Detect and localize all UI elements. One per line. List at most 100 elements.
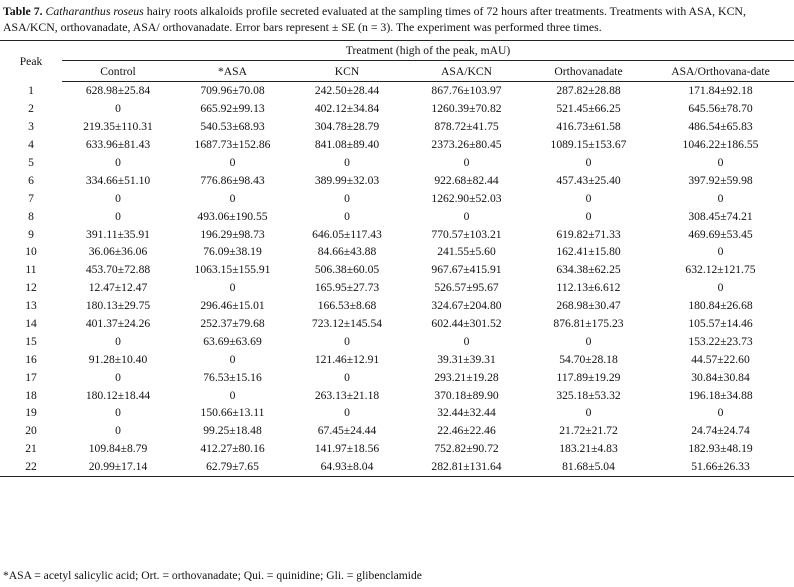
- peak-number: 9: [28, 227, 34, 241]
- table-cell: 0: [229, 388, 236, 402]
- table-cell: 308.45±74.21: [688, 209, 753, 223]
- table-cell: 770.57±103.21: [431, 227, 502, 241]
- table-cell: 296.46±15.01: [200, 299, 265, 313]
- table-cell: 51.66±26.33: [647, 457, 794, 477]
- table-cell: 268.98±30.47: [556, 299, 621, 313]
- table-cell: 180.13±29.75: [85, 299, 151, 313]
- table-cell: 2373.26±80.45: [431, 138, 502, 152]
- table-cell: 521.45±66.25: [556, 102, 621, 116]
- table-footnote: *ASA = acetyl salicylic acid; Ort. = ort…: [3, 569, 422, 582]
- peak-number: 2: [28, 102, 34, 116]
- table-cell: 282.81±131.64: [403, 457, 530, 477]
- table-cell: 263.13±21.18: [314, 388, 380, 402]
- table-cell: 252.37±79.68: [200, 317, 265, 331]
- table-body: 1 628.98±25.84 709.96±70.08 242.50±28.44 867…: [0, 82, 794, 477]
- peak-number: 4: [28, 138, 34, 152]
- table-cell: 20.99±17.14: [62, 457, 174, 477]
- table-cell: 54.70±28.18: [559, 352, 618, 366]
- peak-number: 19: [25, 406, 37, 420]
- table-cell: 182.93±48.19: [688, 442, 753, 456]
- table-cell: 0: [344, 406, 350, 420]
- peak-header: Peak: [0, 40, 62, 82]
- table-cell: 486.54±65.83: [688, 120, 753, 134]
- table-cell: 0: [115, 156, 121, 169]
- caption-label: Table 7.: [3, 4, 43, 18]
- table-row: 11 453.70±72.88 1063.15±155.91 506.38±60.05…: [0, 261, 794, 279]
- table-cell: 166.53±8.68: [317, 299, 377, 313]
- table-cell: 526.57±95.67: [434, 281, 499, 295]
- table-row: 5 0 0 0 0 0 0: [0, 154, 794, 172]
- table-cell: 150.66±13.11: [200, 406, 265, 420]
- table-cell: 12.47±12.47: [88, 281, 148, 295]
- table-cell: 0: [344, 334, 350, 348]
- column-header: Control: [62, 60, 174, 82]
- table-cell: 0: [229, 191, 236, 205]
- peak-number: 15: [25, 334, 37, 348]
- table-cell: 469.69±53.45: [688, 227, 753, 241]
- table-cell: 64.93±8.04: [291, 457, 403, 477]
- table-cell: 645.56±78.70: [688, 102, 753, 116]
- table-cell: 401.37±24.26: [85, 317, 151, 331]
- table-cell: 841.08±89.40: [314, 138, 380, 152]
- peak-number: 3: [28, 120, 34, 134]
- table-cell: 241.55±5.60: [437, 245, 496, 259]
- table-cell: 141.97±18.56: [314, 442, 380, 456]
- table-cell: 30.84±30.84: [691, 370, 750, 384]
- peak-number: 16: [25, 352, 37, 366]
- table-cell: 402.12±34.84: [314, 102, 380, 116]
- table-cell: 36.06±36.06: [88, 245, 148, 259]
- table-cell: 0: [115, 370, 121, 384]
- table-cell: 0: [115, 102, 121, 116]
- header-row-columns: Control *ASA KCN ASA/KCN Orthovanadate A…: [0, 60, 794, 82]
- table-cell: 24.74±24.74: [691, 424, 750, 438]
- table-row: 6 334.66±51.10 776.86±98.43 389.99±32.03 922…: [0, 171, 794, 189]
- table-cell: 76.53±15.16: [203, 370, 262, 384]
- table-cell: 117.89±19.29: [556, 370, 621, 384]
- table-cell: 0: [229, 352, 236, 366]
- table-cell: 776.86±98.43: [200, 173, 265, 187]
- table-cell: 0: [585, 156, 592, 169]
- peak-number: 10: [25, 245, 37, 259]
- table-cell: 876.81±175.23: [553, 317, 624, 331]
- table-row: 3 219.35±110.31 540.53±68.93 304.78±28.79 87…: [0, 118, 794, 136]
- table-cell: 619.82±71.33: [556, 227, 621, 241]
- table-cell: 0: [585, 209, 592, 223]
- table-cell: 121.46±12.91: [314, 352, 380, 366]
- peak-number: 7: [28, 191, 34, 205]
- table-cell: 22.46±22.46: [437, 424, 496, 438]
- peak-number: 6: [28, 173, 34, 187]
- table-row: 8 0 493.06±190.55 0 0 0 308.45±74.21: [0, 207, 794, 225]
- table-row: 4 633.96±81.43 1687.73±152.86 841.08±89.40 2…: [0, 136, 794, 154]
- table-row: 16 91.28±10.40 0 121.46±12.91 39.31±39.31 54.…: [0, 350, 794, 368]
- peak-number: 5: [28, 156, 34, 169]
- alkaloid-table: Peak Treatment (high of the peak, mAU) C…: [0, 40, 794, 477]
- column-header: ASA/Orthovana-date: [647, 60, 794, 82]
- peak-number: 20: [25, 424, 37, 438]
- table-row: 21 109.84±8.79 412.27±80.16 141.97±18.56 752…: [0, 440, 794, 458]
- peak-number: 13: [25, 299, 37, 313]
- table-cell: 967.67±415.91: [431, 263, 502, 277]
- table-row: 1 628.98±25.84 709.96±70.08 242.50±28.44 867…: [0, 82, 794, 100]
- peak-number: 1: [28, 84, 34, 98]
- table-cell: 922.68±82.44: [434, 173, 499, 187]
- table-cell: 634.38±62.25: [556, 263, 621, 277]
- peak-number: 12: [25, 281, 37, 295]
- table-cell: 389.99±32.03: [314, 173, 380, 187]
- table-cell: 105.57±14.46: [688, 317, 753, 331]
- table-cell: 180.84±26.68: [688, 299, 753, 313]
- table-cell: 0: [115, 209, 121, 223]
- table-cell: 109.84±8.79: [88, 442, 148, 456]
- table-cell: 1687.73±152.86: [194, 138, 271, 152]
- table-row: 15 0 63.69±63.69 0 0 0 153.22±23.73: [0, 332, 794, 350]
- column-header: *ASA: [174, 60, 291, 82]
- table-cell: 1063.15±155.91: [194, 263, 271, 277]
- table-cell: 0: [717, 245, 724, 259]
- caption-text: hairy roots alkaloids profile secreted e…: [3, 4, 746, 34]
- table-cell: 183.21±4.83: [559, 442, 618, 456]
- peak-number: 11: [25, 263, 37, 277]
- table-cell: 752.82±90.72: [434, 442, 499, 456]
- table-cell: 370.18±89.90: [434, 388, 499, 402]
- table-row: 18 180.12±18.44 0 263.13±21.18 370.18±89.90 3…: [0, 386, 794, 404]
- table-cell: 63.69±63.69: [203, 334, 262, 348]
- table-cell: 0: [463, 334, 470, 348]
